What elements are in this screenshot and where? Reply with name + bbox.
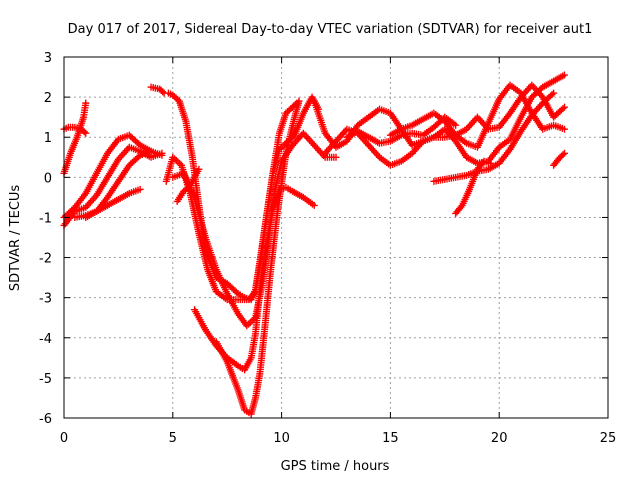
data-point bbox=[559, 151, 567, 159]
y-tick-label: -4 bbox=[39, 332, 52, 347]
series-track-k bbox=[173, 165, 203, 205]
y-tick-label: 1 bbox=[44, 131, 52, 146]
x-tick-label: 25 bbox=[600, 431, 617, 446]
series-track-l bbox=[191, 183, 318, 374]
series-track-p bbox=[343, 113, 460, 147]
y-tick-label: -2 bbox=[39, 252, 52, 267]
x-tick-label: 5 bbox=[169, 431, 177, 446]
data-point bbox=[250, 289, 258, 297]
y-axis-label: SDTVAR / TECUs bbox=[8, 185, 23, 292]
data-point bbox=[158, 149, 166, 157]
data-point bbox=[195, 165, 203, 173]
x-ticks: 0 5 10 15 20 25 bbox=[60, 57, 616, 446]
series-track-q bbox=[386, 81, 568, 139]
x-tick-label: 10 bbox=[273, 431, 290, 446]
axes bbox=[63, 56, 609, 419]
series-track-g bbox=[147, 83, 168, 97]
data-point bbox=[559, 105, 567, 113]
data-point bbox=[82, 129, 90, 137]
y-tick-label: 3 bbox=[44, 51, 52, 66]
data-points bbox=[60, 71, 568, 418]
data-point bbox=[136, 185, 144, 193]
data-point bbox=[295, 97, 303, 105]
series-track-t bbox=[550, 149, 568, 169]
y-ticks: -6 -5 -4 -3 -2 -1 0 1 2 3 bbox=[39, 51, 608, 427]
data-point bbox=[185, 183, 193, 191]
data-point bbox=[486, 159, 494, 167]
data-point bbox=[560, 103, 568, 111]
data-point bbox=[147, 147, 155, 155]
data-point bbox=[159, 88, 167, 96]
y-tick-label: -3 bbox=[39, 292, 52, 307]
data-point bbox=[560, 125, 568, 133]
data-point bbox=[548, 91, 556, 99]
data-point bbox=[560, 149, 568, 157]
data-point bbox=[82, 99, 90, 107]
data-point bbox=[332, 153, 340, 161]
y-tick-label: -6 bbox=[39, 412, 52, 427]
plot-border bbox=[63, 56, 609, 419]
data-point bbox=[310, 201, 318, 209]
data-point bbox=[560, 71, 568, 79]
series-track-b bbox=[60, 99, 90, 177]
data-point bbox=[174, 96, 182, 104]
y-tick-label: 0 bbox=[44, 171, 52, 186]
chart-title: Day 017 of 2017, Sidereal Day-to-day VTE… bbox=[68, 22, 593, 37]
y-tick-label: 2 bbox=[44, 91, 52, 106]
data-point bbox=[233, 288, 241, 296]
series-track-f bbox=[82, 185, 144, 221]
series-track-m bbox=[212, 97, 303, 418]
x-tick-label: 15 bbox=[382, 431, 399, 446]
x-tick-label: 0 bbox=[60, 431, 68, 446]
x-tick-label: 20 bbox=[491, 431, 508, 446]
y-tick-label: -1 bbox=[39, 211, 52, 226]
series-track-s bbox=[452, 157, 494, 217]
y-tick-label: -5 bbox=[39, 372, 52, 387]
x-axis-label: GPS time / hours bbox=[281, 459, 390, 474]
data-point bbox=[457, 203, 465, 211]
data-point bbox=[135, 153, 143, 161]
data-point bbox=[452, 121, 460, 129]
data-point bbox=[550, 89, 558, 97]
